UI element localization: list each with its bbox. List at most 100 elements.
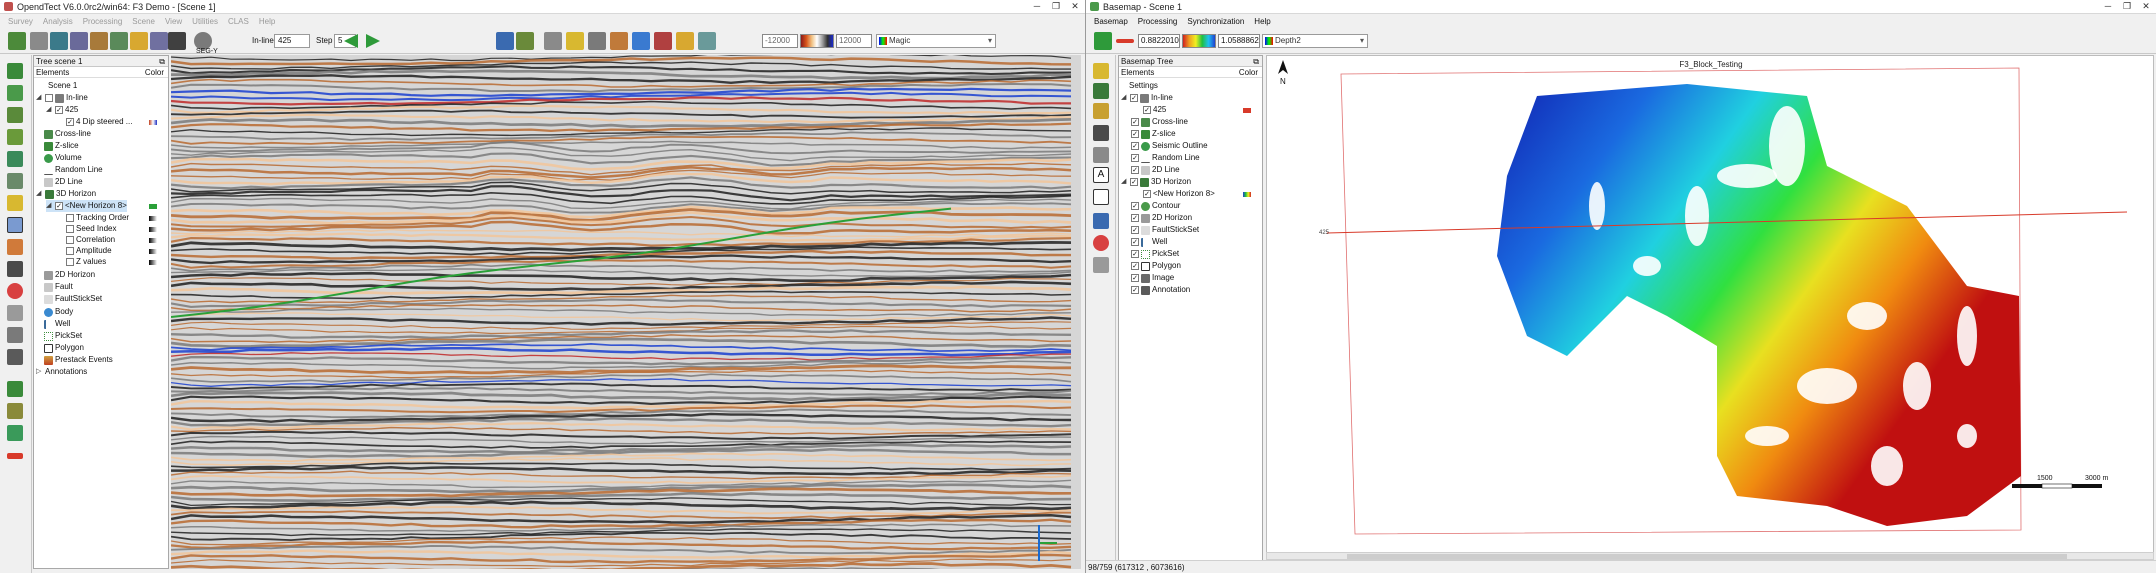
pick-icon[interactable] xyxy=(566,32,584,50)
color-picker-icon[interactable] xyxy=(1093,235,1109,251)
checkbox[interactable]: ✓ xyxy=(55,106,63,114)
edit-icon[interactable] xyxy=(588,32,606,50)
checkbox[interactable] xyxy=(45,94,53,102)
expand-icon[interactable]: ◢ xyxy=(36,94,42,101)
menu-processing[interactable]: Processing xyxy=(1137,16,1178,26)
neural-icon[interactable] xyxy=(150,32,168,50)
checkbox[interactable]: ✓ xyxy=(1131,262,1139,270)
expand-icon[interactable]: ◢ xyxy=(1121,178,1127,185)
checkbox[interactable]: ✓ xyxy=(1131,202,1139,210)
bm-item-pickset[interactable]: ✓ PickSet xyxy=(1131,248,1179,260)
retrack-icon[interactable] xyxy=(676,32,694,50)
pencil-icon[interactable] xyxy=(7,195,23,211)
inline-425-line[interactable] xyxy=(1326,211,2128,234)
tree-item-seed-index[interactable]: Seed Index xyxy=(66,223,116,235)
tree-item-fault[interactable]: Fault xyxy=(44,281,73,293)
checkbox[interactable]: ✓ xyxy=(1131,142,1139,150)
remove-icon[interactable] xyxy=(1116,39,1134,43)
menu-view[interactable]: View xyxy=(164,16,183,26)
open-icon[interactable] xyxy=(1093,63,1109,79)
minimize-icon[interactable]: ─ xyxy=(2104,1,2112,11)
tracked-horizon-line[interactable] xyxy=(171,207,952,318)
checkbox[interactable]: ✓ xyxy=(1143,190,1151,198)
tree-item-2d-line[interactable]: 2D Line xyxy=(44,176,83,188)
list-icon[interactable] xyxy=(7,349,23,365)
panel-close-icon[interactable]: ⧉ xyxy=(1253,57,1259,66)
clip-max-field[interactable]: 12000 xyxy=(836,34,872,48)
checkbox[interactable]: ✓ xyxy=(1143,106,1151,114)
tree-item-body[interactable]: Body xyxy=(44,306,73,318)
horizon-depth-map[interactable] xyxy=(1497,84,2021,526)
bm-item-random-line[interactable]: ✓ Random Line xyxy=(1131,152,1200,164)
checkbox[interactable] xyxy=(66,247,74,255)
tree-item-inline[interactable]: ◢ In-line xyxy=(36,92,88,104)
checkbox[interactable]: ✓ xyxy=(1131,238,1139,246)
tree-item-tracking-order[interactable]: Tracking Order xyxy=(66,212,129,224)
expand-icon[interactable]: ◢ xyxy=(46,202,52,209)
menu-survey[interactable]: Survey xyxy=(8,16,33,26)
import-icon[interactable] xyxy=(50,32,68,50)
tree-item-faultstickset[interactable]: FaultStickSet xyxy=(44,293,102,305)
menu-synchronization[interactable]: Synchronization xyxy=(1187,16,1245,26)
tools-icon[interactable] xyxy=(7,305,23,321)
tree-item-dip-steered[interactable]: ✓ 4 Dip steered ... xyxy=(66,116,132,128)
depth-colorbar[interactable] xyxy=(1182,34,1216,48)
camera-icon[interactable] xyxy=(7,261,23,277)
grid-icon[interactable] xyxy=(544,32,562,50)
orient-icon[interactable] xyxy=(7,129,23,145)
layers-icon[interactable] xyxy=(610,32,628,50)
inline-spinbox[interactable]: 425 xyxy=(274,34,310,48)
bm-item-polygon[interactable]: ✓ Polygon xyxy=(1131,260,1181,272)
segy-icon[interactable] xyxy=(194,32,212,50)
tree-item-amplitude[interactable]: Amplitude xyxy=(66,245,112,257)
menu-basemap[interactable]: Basemap xyxy=(1094,16,1128,26)
volume-icon[interactable] xyxy=(90,32,108,50)
bm-item-faultstickset[interactable]: ✓ FaultStickSet xyxy=(1131,224,1199,236)
checkbox[interactable]: ✓ xyxy=(1130,178,1138,186)
scrollbar-thumb[interactable] xyxy=(1347,554,2067,559)
tree-item-correlation[interactable]: Correlation xyxy=(66,234,115,246)
basemap-svg[interactable]: F3_Block_Testing 425 N 1500 3000 m xyxy=(1267,56,2154,553)
print-icon[interactable] xyxy=(1093,147,1109,163)
well-icon[interactable] xyxy=(130,32,148,50)
chart-icon[interactable] xyxy=(7,403,23,419)
checkbox[interactable]: ✓ xyxy=(66,118,74,126)
expand-icon[interactable]: ◢ xyxy=(1121,94,1127,101)
menu-clas[interactable]: CLAS xyxy=(227,16,249,26)
bm-item-425[interactable]: ✓ 425 xyxy=(1143,104,1166,116)
view-tool-icon[interactable] xyxy=(7,85,23,101)
tree-item-zslice[interactable]: Z-slice xyxy=(44,140,79,152)
menu-help[interactable]: Help xyxy=(258,16,276,26)
tree-item-crossline[interactable]: Cross-line xyxy=(44,128,91,140)
polar-icon[interactable] xyxy=(7,283,23,299)
bm-item-3d-horizon[interactable]: ◢ ✓ 3D Horizon xyxy=(1121,176,1191,188)
home-view-icon[interactable] xyxy=(516,32,534,50)
bm-item-2d-line[interactable]: ✓ 2D Line xyxy=(1131,164,1180,176)
zoom-tool-icon[interactable] xyxy=(7,107,23,123)
expand-icon[interactable]: ◢ xyxy=(46,106,52,113)
bm-item-2d-horizon[interactable]: ✓ 2D Horizon xyxy=(1131,212,1192,224)
pick-mode-icon[interactable] xyxy=(8,32,26,50)
next-inline-icon[interactable] xyxy=(366,34,380,48)
bm-item-image[interactable]: ✓ Image xyxy=(1131,272,1174,284)
split-icon[interactable] xyxy=(654,32,672,50)
tree-item-polygon[interactable]: Polygon xyxy=(44,342,84,354)
bm-item-new-horizon[interactable]: ✓ <New Horizon 8> xyxy=(1143,188,1215,200)
settings-icon[interactable] xyxy=(698,32,716,50)
colorbar[interactable] xyxy=(800,34,834,48)
tree-item-z-values[interactable]: Z values xyxy=(66,256,106,268)
survey-icon[interactable] xyxy=(30,32,48,50)
clip-min-field[interactable]: -12000 xyxy=(762,34,798,48)
bm-item-settings[interactable]: Settings xyxy=(1129,80,1158,92)
basemap-horizontal-scrollbar[interactable] xyxy=(1266,552,2154,560)
colorbar-tool-icon[interactable] xyxy=(7,239,23,255)
bm-item-inline[interactable]: ◢ ✓ In-line xyxy=(1121,92,1173,104)
close-icon[interactable]: ✕ xyxy=(1071,1,1079,11)
checkbox[interactable] xyxy=(66,258,74,266)
pick-tool-icon[interactable] xyxy=(7,63,23,79)
checkbox[interactable]: ✓ xyxy=(55,202,63,210)
tree-item-annotations[interactable]: ▷ Annotations xyxy=(36,366,87,378)
tree-item-scene[interactable]: Scene 1 xyxy=(48,80,77,92)
menu-analysis[interactable]: Analysis xyxy=(42,16,73,26)
cube-icon[interactable] xyxy=(7,173,23,189)
